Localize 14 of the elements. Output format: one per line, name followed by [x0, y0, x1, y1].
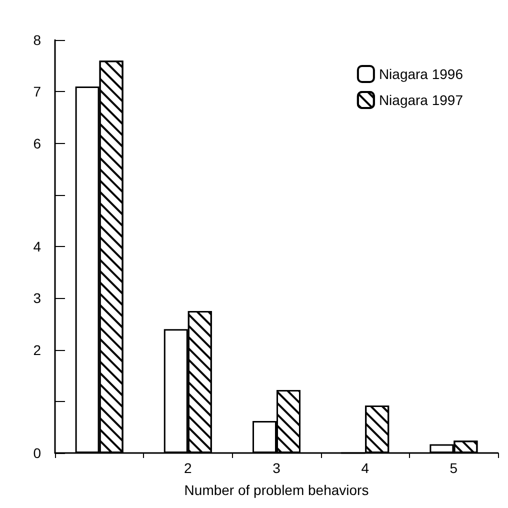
x-tick-label: 2: [184, 460, 192, 476]
y-tick-label: 3: [33, 290, 42, 306]
legend-label: Niagara 1997: [378, 92, 464, 108]
y-tick-label: 6: [33, 135, 42, 152]
y-tick-label: 2: [33, 342, 42, 358]
x-tick-label: 3: [272, 460, 281, 476]
x-tick-label: 5: [450, 460, 458, 476]
y-tick-label: 0: [33, 445, 42, 461]
x-tick-label: 4: [361, 460, 370, 476]
legend-label: Niagara 1996: [378, 66, 464, 82]
y-tick-label: 8: [33, 32, 42, 48]
y-tick-label: 4: [33, 238, 42, 254]
x-axis-title: Number of problem behaviors: [184, 482, 369, 498]
y-tick-label: 7: [33, 84, 42, 100]
